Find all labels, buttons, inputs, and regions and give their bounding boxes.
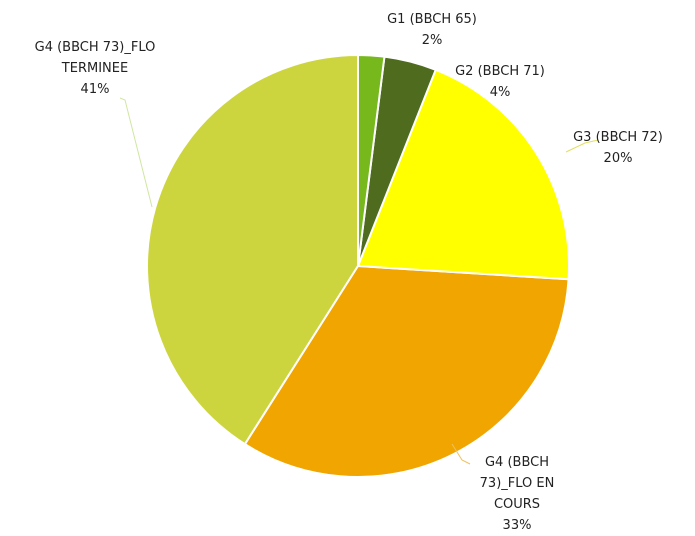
pie-slice	[357, 53, 386, 267]
slice-label: G2 (BBCH 71) 4%	[430, 61, 570, 103]
value-label: 20%	[603, 151, 633, 166]
category-label: G2 (BBCH 71)	[455, 64, 545, 79]
slice-label: G4 (BBCH 73)_FLO EN COURS 33%	[462, 452, 572, 536]
value-label: 41%	[80, 82, 110, 97]
pie-slice	[243, 264, 570, 478]
pie-slice	[146, 53, 359, 446]
category-label: G4 (BBCH 73)_FLO EN COURS	[479, 455, 555, 512]
leader-lines	[119, 97, 599, 465]
category-label: G1 (BBCH 65)	[387, 12, 477, 27]
value-label: 2%	[421, 33, 443, 48]
category-label: G3 (BBCH 72)	[573, 130, 663, 145]
value-label: 33%	[502, 518, 532, 533]
slice-label: G3 (BBCH 72) 20%	[548, 127, 688, 169]
category-label: G4 (BBCH 73)_FLO TERMINEE	[34, 40, 156, 76]
pie-slice	[356, 68, 570, 281]
leader-line	[119, 97, 153, 208]
value-label: 4%	[489, 85, 511, 100]
leader-line	[451, 443, 471, 465]
slice-label: G4 (BBCH 73)_FLO TERMINEE 41%	[5, 37, 185, 100]
leader-line	[565, 139, 599, 153]
slice-label: G1 (BBCH 65) 2%	[362, 9, 502, 51]
